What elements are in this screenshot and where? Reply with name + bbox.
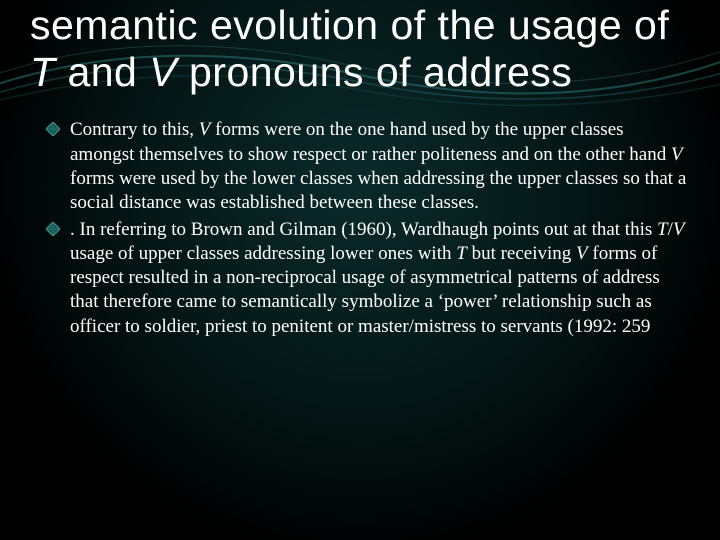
bullet-italic: V [673, 219, 685, 240]
bullet-item: Contrary to this, V forms were on the on… [46, 118, 690, 215]
bullet-text: but receiving [467, 243, 576, 264]
bullet-text: forms were used by the lower classes whe… [70, 168, 686, 213]
bullet-italic: T [456, 243, 467, 264]
bullet-italic: V [576, 243, 588, 264]
bullet-text: Contrary to this, [70, 119, 199, 140]
title-text-3: pronouns of address [177, 49, 572, 95]
slide-content: semantic evolution of the usage of T and… [0, 0, 720, 339]
bullet-italic: V [199, 119, 211, 140]
bullet-text: usage of upper classes addressing lower … [70, 243, 456, 264]
diamond-bullet-icon [46, 222, 60, 236]
bullet-text: . In referring to Brown and Gilman (1960… [70, 219, 657, 240]
title-text-2: and [56, 49, 150, 95]
title-italic-v: V [149, 49, 177, 95]
title-italic-t: T [30, 49, 56, 95]
bullet-italic: V [671, 144, 683, 165]
slide-title: semantic evolution of the usage of T and… [30, 2, 690, 96]
bullet-italic: T [657, 219, 668, 240]
bullet-item: . In referring to Brown and Gilman (1960… [46, 218, 690, 340]
bullet-list: Contrary to this, V forms were on the on… [30, 118, 690, 339]
title-text-1: semantic evolution of the usage of [30, 2, 669, 48]
diamond-bullet-icon [46, 122, 60, 136]
